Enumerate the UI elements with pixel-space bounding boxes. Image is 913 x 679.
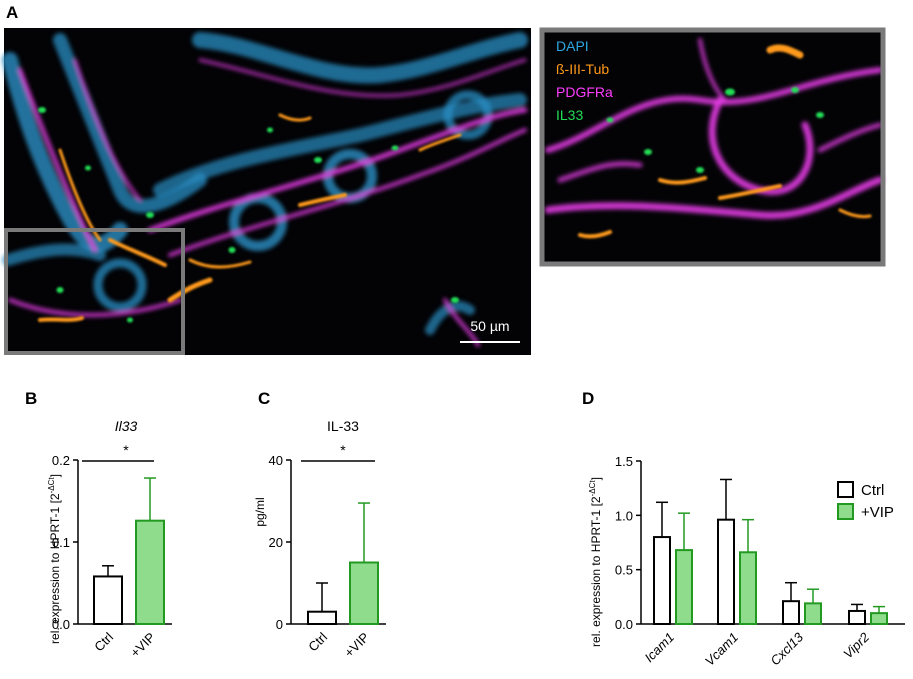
chart-d: rel. expression to HPRT-1 [2-ΔCt] Ctrl +…: [588, 454, 905, 669]
chart-b-ylabel: rel. expression to HPRT-1 [2-ΔCt]: [47, 474, 62, 644]
chart-c-y-tick-label: 40: [269, 453, 283, 468]
inset-frame: [4, 228, 185, 355]
channel-label-pdgfra: PDGFRa: [556, 84, 613, 100]
panel-label-d: D: [582, 389, 594, 408]
chart-c-title: IL-33: [327, 418, 359, 434]
channel-label-dapi: DAPI: [556, 38, 589, 54]
panel-label-c: C: [258, 389, 270, 408]
channel-label-b3-tubulin: ß-III-Tub: [556, 61, 609, 77]
chart-d-bar: [804, 602, 822, 625]
chart-d-bar: [717, 518, 735, 625]
panel-label-b: B: [25, 389, 37, 408]
chart-d-x-tick-label: Vipr2: [840, 629, 872, 661]
chart-c-y-tick-label: 20: [269, 535, 283, 550]
chart-d-legend: Ctrl +VIP: [837, 481, 894, 521]
chart-b-x-tick-label: Ctrl: [91, 629, 116, 654]
chart-d-y-tick-label: 0.5: [615, 563, 633, 578]
chart-c: IL-33 pg/ml * 0 20 40 Ctrl +VIP: [253, 418, 386, 660]
chart-b-significance: *: [123, 442, 129, 458]
chart-c-x-tick-label: Ctrl: [305, 629, 330, 654]
chart-c-ylabel: pg/ml: [253, 497, 267, 526]
chart-b-x-tick-label: +VIP: [127, 630, 158, 661]
chart-c-bar: [349, 561, 379, 625]
chart-b-bar: [135, 519, 165, 625]
chart-b: Il33 rel. expression to HPRT-1 [2-ΔCt] *…: [47, 418, 172, 660]
micrograph-main: 50 µm: [2, 28, 531, 355]
chart-d-bar: [739, 551, 757, 626]
channel-label-il33: IL33: [556, 107, 583, 123]
legend-label-vip: +VIP: [861, 504, 894, 521]
chart-d-y-tick-label: 0.0: [615, 617, 633, 632]
chart-b-y-tick-label: 0.0: [52, 617, 70, 632]
chart-d-bar: [653, 536, 671, 625]
chart-d-x-tick-label: Icam1: [641, 630, 677, 666]
panel-label-a: A: [6, 3, 18, 22]
chart-d-y-tick-label: 1.5: [615, 454, 633, 469]
chart-d-y-tick-label: 1.0: [615, 508, 633, 523]
legend-swatch-ctrl: [837, 481, 854, 498]
chart-d-bar: [675, 549, 693, 626]
chart-b-y-tick-label: 0.2: [52, 453, 70, 468]
micrograph-zoom: DAPI ß-III-Tub PDGFRa IL33: [539, 27, 886, 267]
chart-d-bar: [870, 612, 888, 626]
chart-d-bar: [782, 600, 800, 625]
scale-bar-label: 50 µm: [470, 318, 509, 334]
chart-c-bar: [307, 610, 337, 626]
chart-b-bar: [93, 575, 123, 626]
chart-c-x-tick-label: +VIP: [341, 630, 372, 661]
legend-label-ctrl: Ctrl: [861, 482, 884, 499]
chart-d-bar: [848, 609, 866, 626]
chart-c-y-tick-label: 0: [276, 617, 283, 632]
chart-b-title: Il33: [115, 418, 138, 434]
legend-swatch-vip: [837, 503, 854, 520]
chart-d-x-tick-label: Cxcl13: [767, 629, 806, 668]
chart-d-ylabel: rel. expression to HPRT-1 [2-ΔCt]: [588, 477, 603, 647]
chart-c-significance: *: [340, 442, 346, 458]
chart-b-y-tick-label: 0.1: [52, 535, 70, 550]
chart-d-x-tick-label: Vcam1: [702, 630, 741, 669]
